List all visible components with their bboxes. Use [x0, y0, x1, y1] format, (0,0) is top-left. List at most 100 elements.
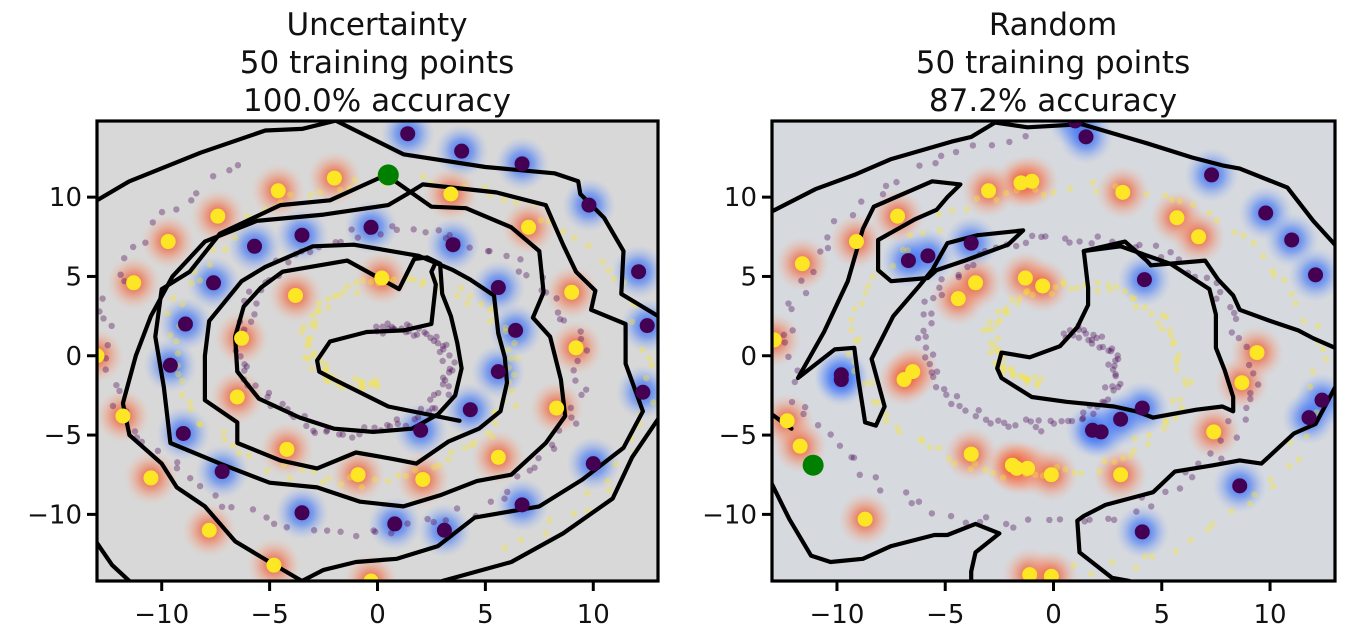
- pool-point-class0: [515, 268, 523, 275]
- pool-point-class1: [1162, 313, 1170, 321]
- pool-point-class0: [1082, 330, 1090, 337]
- pool-point-class0: [785, 353, 792, 361]
- pool-point-class0: [814, 421, 822, 429]
- pool-point-class0: [1207, 450, 1214, 457]
- pool-point-class1: [1169, 397, 1176, 404]
- pool-point-class0: [421, 329, 428, 336]
- pool-point-class0: [354, 234, 362, 241]
- pool-point-class1: [1071, 469, 1078, 477]
- training-point-class0: [436, 522, 452, 538]
- pool-point-class1: [1018, 373, 1025, 380]
- pool-point-class0: [788, 305, 795, 313]
- pool-point-class1: [1228, 508, 1235, 515]
- decision-boundary: [334, 121, 658, 319]
- pool-point-class0: [553, 295, 560, 302]
- pool-point-class0: [108, 322, 115, 330]
- pool-point-class0: [323, 527, 331, 534]
- pool-point-class0: [556, 316, 564, 323]
- pool-point-class1: [232, 234, 239, 242]
- pool-point-class0: [1035, 417, 1042, 424]
- training-point-class0: [635, 384, 651, 400]
- pool-point-class1: [988, 326, 995, 333]
- x-tick-label: 0: [1045, 600, 1062, 630]
- pool-point-class1: [604, 477, 611, 485]
- pool-point-class1: [486, 307, 494, 314]
- pool-point-class1: [1143, 190, 1150, 198]
- pool-point-class1: [511, 339, 518, 347]
- x-tick-label: 10: [1253, 600, 1286, 630]
- decision-boundary: [97, 540, 132, 581]
- training-point-class1: [568, 340, 584, 356]
- pool-point-class1: [605, 267, 612, 274]
- pool-point-class0: [926, 360, 934, 368]
- training-point-class0: [514, 497, 530, 513]
- pool-point-class1: [402, 472, 410, 480]
- pool-point-class1: [502, 324, 509, 331]
- pool-point-class0: [928, 369, 935, 376]
- x-tick-label: 5: [1153, 600, 1170, 630]
- pool-point-class1: [390, 276, 398, 283]
- decision-boundary: [202, 242, 510, 471]
- training-point-class0: [508, 322, 524, 338]
- pool-point-class1: [605, 487, 613, 494]
- pool-point-class0: [1046, 516, 1053, 524]
- pool-point-class0: [100, 315, 107, 322]
- pool-point-class0: [789, 327, 796, 334]
- pool-point-class1: [336, 186, 344, 194]
- pool-point-class1: [331, 293, 338, 300]
- pool-point-class0: [131, 428, 139, 435]
- x-tick-label: 5: [477, 600, 494, 630]
- training-point-class0: [1134, 400, 1150, 416]
- pool-point-class1: [500, 197, 508, 204]
- pool-point-class1: [358, 483, 366, 491]
- pool-point-class0: [947, 512, 955, 520]
- training-point-class0: [162, 357, 178, 373]
- pool-point-class1: [1023, 374, 1030, 382]
- pool-point-class0: [411, 416, 418, 423]
- pool-point-class1: [1132, 303, 1140, 311]
- pool-point-class1: [323, 377, 330, 385]
- pool-point-class0: [800, 410, 807, 418]
- y-tick-label: −5: [44, 421, 82, 451]
- pool-point-class1: [862, 289, 869, 296]
- pool-point-class1: [305, 341, 313, 348]
- pool-point-class1: [990, 343, 997, 350]
- training-point-class1: [363, 573, 379, 581]
- training-point-class1: [234, 330, 250, 346]
- pool-point-class0: [1102, 384, 1109, 391]
- pool-point-class0: [386, 423, 394, 430]
- pool-point-class0: [781, 339, 789, 346]
- pool-point-class1: [999, 474, 1007, 481]
- pool-point-class0: [1109, 366, 1117, 373]
- pool-point-class0: [449, 367, 456, 374]
- pool-point-class1: [352, 375, 359, 382]
- pool-point-class1: [419, 173, 427, 180]
- pool-point-class0: [430, 337, 438, 345]
- pool-point-class0: [1109, 383, 1116, 390]
- pool-point-class1: [971, 460, 979, 467]
- pool-point-class0: [117, 271, 124, 278]
- pool-point-class1: [845, 351, 852, 358]
- pool-point-class1: [1231, 229, 1238, 236]
- pool-point-class0: [879, 191, 887, 198]
- pool-point-class0: [445, 391, 452, 398]
- pool-point-class0: [1162, 488, 1169, 496]
- training-point-class0: [1136, 272, 1152, 288]
- pool-point-class1: [196, 277, 204, 284]
- pool-point-class1: [478, 300, 485, 308]
- pool-point-class1: [510, 371, 518, 378]
- pool-point-class1: [324, 295, 332, 303]
- pool-point-class0: [849, 211, 857, 219]
- pool-point-class0: [922, 354, 929, 361]
- training-point-class0: [1113, 411, 1129, 427]
- pool-point-class1: [642, 374, 650, 382]
- pool-point-class1: [882, 418, 890, 425]
- pool-point-class0: [1066, 239, 1073, 246]
- training-point-class1: [126, 275, 142, 291]
- pool-point-class1: [1032, 373, 1039, 380]
- pool-point-class1: [919, 229, 927, 237]
- pool-point-class1: [1309, 368, 1317, 375]
- pool-point-class1: [359, 277, 367, 284]
- pool-point-class0: [310, 427, 317, 435]
